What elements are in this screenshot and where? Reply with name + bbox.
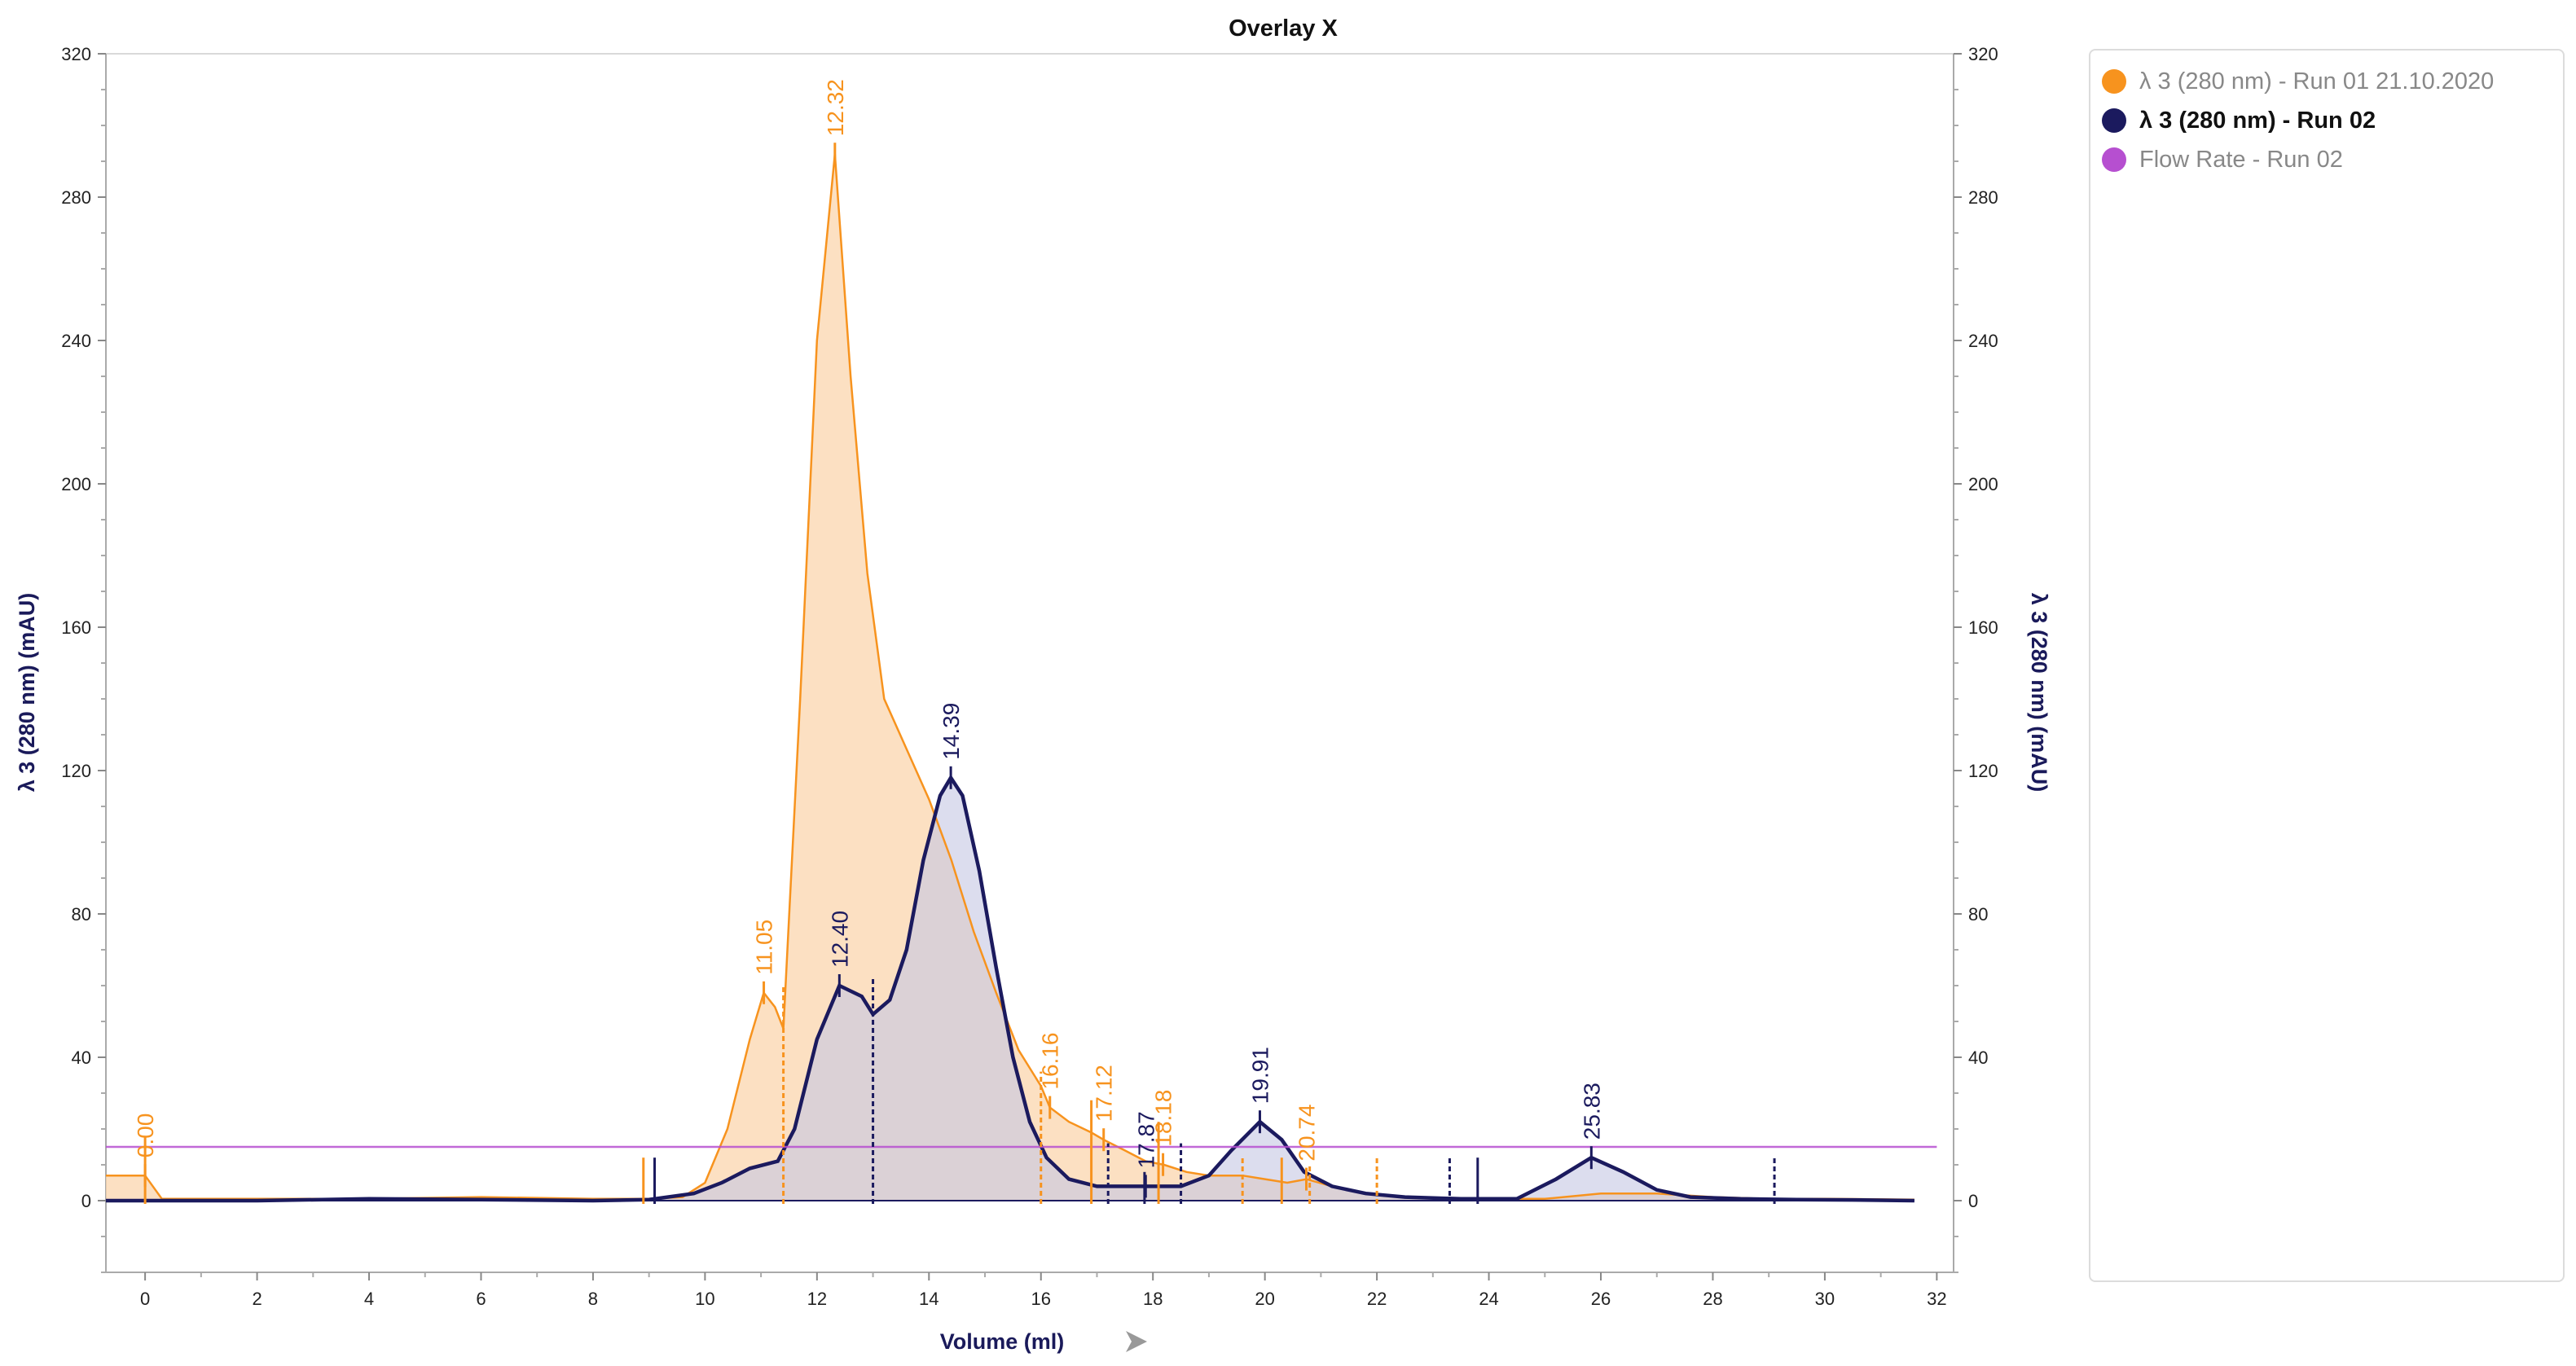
chromatogram-chart: Overlay X 0.00 11.05 12.32 16.16 17.12 18.18 2… [15,15,2051,1354]
y-tick-label-right: 40 [1968,1048,1988,1068]
x-tick-label: 18 [1143,1289,1163,1309]
x-tick-label: 10 [695,1289,714,1309]
y-tick-label-left: 0 [81,1191,91,1211]
y-tick-label-right: 0 [1968,1191,1978,1211]
run02-peak-label: 17.87 [1133,1111,1158,1168]
run02-peak-label: 19.91 [1248,1047,1273,1104]
y-tick-label-left: 280 [61,187,91,208]
purple-dot-icon [2102,147,2126,172]
x-tick-label: 16 [1031,1289,1051,1309]
run02-area [106,777,1914,1201]
run01-peak-label: 16.16 [1038,1033,1063,1090]
y-tick-label-right: 320 [1968,44,1998,64]
x-tick-label: 30 [1815,1289,1835,1309]
run01-peak-label: 18.18 [1151,1090,1176,1147]
legend-item-run02[interactable]: λ 3 (280 nm) - Run 02 [2090,101,2563,140]
x-tick-label: 0 [140,1289,150,1309]
peak-marker-layer: 0.00 11.05 12.32 16.16 17.12 18.18 20.74 12.40 1… [133,79,1776,1204]
x-axis-title: Volume (ml) [940,1329,1065,1354]
run01-peak-label: 20.74 [1295,1105,1320,1162]
y-tick-label-left: 320 [61,44,91,64]
run01-peak-label: 12.32 [823,79,848,136]
y-axis-title-left: λ 3 (280 nm) (mAU) [15,593,39,793]
x-tick-label: 12 [807,1289,827,1309]
legend-item-run01[interactable]: λ 3 (280 nm) - Run 01 21.10.2020 [2090,62,2563,101]
navy-dot-icon [2102,108,2126,133]
run02-peak-label: 12.40 [827,911,852,968]
x-tick-label: 6 [476,1289,486,1309]
y-tick-label-left: 80 [72,904,91,925]
x-tick-label: 4 [364,1289,374,1309]
y-tick-label-right: 160 [1968,617,1998,638]
x-axis-arrow-icon [1126,1331,1147,1352]
x-tick-label: 22 [1367,1289,1387,1309]
x-tick-label: 32 [1927,1289,1946,1309]
x-tick-label: 28 [1703,1289,1722,1309]
y-axis-title-right: λ 3 (280 nm) (mAU) [2027,593,2051,793]
legend: λ 3 (280 nm) - Run 01 21.10.2020 λ 3 (28… [2089,49,2565,1282]
run02-peak-label: 14.39 [939,703,964,760]
run01-peak-label: 17.12 [1092,1065,1117,1122]
legend-label-flow-rate: Flow Rate - Run 02 [2139,146,2343,173]
y-tick-label-left: 40 [72,1048,91,1068]
x-tick-label: 20 [1255,1289,1274,1309]
run02-line [106,774,1914,1203]
legend-label-run01: λ 3 (280 nm) - Run 01 21.10.2020 [2139,68,2495,94]
run01-peak-label: 0.00 [133,1113,158,1158]
x-tick-label: 26 [1591,1289,1611,1309]
x-tick-label: 14 [919,1289,939,1309]
x-tick-label: 24 [1479,1289,1498,1309]
y-tick-label-left: 120 [61,761,91,781]
y-tick-label-right: 280 [1968,187,1998,208]
x-tick-label: 2 [252,1289,262,1309]
y-tick-label-left: 200 [61,474,91,494]
y-tick-label-right: 200 [1968,474,1998,494]
x-tick-label: 8 [588,1289,598,1309]
y-tick-label-right: 120 [1968,761,1998,781]
legend-item-flow-rate[interactable]: Flow Rate - Run 02 [2090,140,2563,179]
legend-label-run02: λ 3 (280 nm) - Run 02 [2139,107,2376,134]
series-layer [106,154,1937,1203]
y-tick-label-right: 80 [1968,904,1988,925]
y-tick-label-right: 240 [1968,331,1998,351]
run02-peak-label: 25.83 [1579,1083,1604,1140]
run01-peak-label: 11.05 [752,920,777,975]
y-tick-label-left: 240 [61,331,91,351]
orange-dot-icon [2102,69,2126,94]
chart-title: Overlay X [1229,15,1338,42]
y-tick-label-left: 160 [61,617,91,638]
